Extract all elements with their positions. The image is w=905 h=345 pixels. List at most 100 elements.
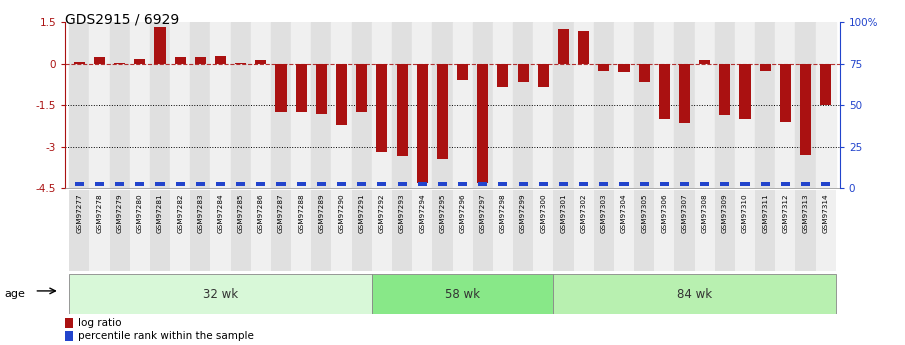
Bar <box>599 182 608 186</box>
Bar <box>69 274 372 314</box>
Bar <box>90 190 110 271</box>
Bar <box>598 64 609 71</box>
Bar <box>215 56 226 64</box>
Text: GSM97282: GSM97282 <box>177 194 183 234</box>
Text: GSM97296: GSM97296 <box>460 194 465 234</box>
Bar <box>150 22 170 188</box>
Bar <box>614 190 634 271</box>
Bar <box>574 22 594 188</box>
Bar <box>110 190 129 271</box>
Text: GSM97314: GSM97314 <box>823 194 829 234</box>
Bar <box>418 182 427 186</box>
Text: GSM97288: GSM97288 <box>298 194 304 234</box>
Bar <box>115 182 124 186</box>
Text: GSM97312: GSM97312 <box>782 194 788 234</box>
Bar <box>296 64 307 112</box>
Bar <box>170 22 190 188</box>
Bar <box>236 182 245 186</box>
Text: GSM97298: GSM97298 <box>500 194 506 234</box>
Bar <box>114 63 125 64</box>
Bar <box>297 182 306 186</box>
Bar <box>821 182 830 186</box>
Bar <box>433 190 452 271</box>
Bar <box>640 182 649 186</box>
Bar <box>251 22 271 188</box>
Bar <box>175 57 186 64</box>
Bar <box>357 64 367 112</box>
Text: GSM97278: GSM97278 <box>97 194 102 234</box>
Bar <box>291 22 311 188</box>
Bar <box>372 190 392 271</box>
Bar <box>457 64 468 80</box>
Bar <box>94 57 105 64</box>
Bar <box>815 190 836 271</box>
Bar <box>619 182 628 186</box>
Text: 32 wk: 32 wk <box>203 288 238 300</box>
Bar <box>397 182 406 186</box>
Bar <box>110 22 129 188</box>
Bar <box>452 190 472 271</box>
Bar <box>75 182 84 186</box>
Bar <box>538 64 548 87</box>
Bar <box>90 22 110 188</box>
Bar <box>129 190 150 271</box>
Bar <box>634 22 654 188</box>
Text: GSM97287: GSM97287 <box>278 194 284 234</box>
Bar <box>674 22 694 188</box>
Text: GSM97300: GSM97300 <box>540 194 547 234</box>
Bar <box>795 22 815 188</box>
Bar <box>654 22 674 188</box>
Bar <box>660 182 669 186</box>
Text: GSM97281: GSM97281 <box>157 194 163 234</box>
Bar <box>372 22 392 188</box>
Text: GSM97307: GSM97307 <box>681 194 688 234</box>
Bar <box>416 64 428 183</box>
Bar <box>331 22 352 188</box>
Bar <box>275 64 287 112</box>
Bar <box>65 331 73 341</box>
Bar <box>715 190 735 271</box>
Bar <box>614 22 634 188</box>
Text: GSM97313: GSM97313 <box>803 194 808 234</box>
Bar <box>578 31 589 64</box>
Bar <box>513 190 533 271</box>
Bar <box>231 22 251 188</box>
Bar <box>433 22 452 188</box>
Bar <box>190 190 210 271</box>
Bar <box>73 62 85 64</box>
Bar <box>780 64 791 122</box>
Bar <box>195 57 205 64</box>
Bar <box>700 60 710 64</box>
Text: GSM97310: GSM97310 <box>742 194 748 234</box>
Bar <box>739 64 750 119</box>
Bar <box>594 22 614 188</box>
Bar <box>679 64 690 123</box>
Bar <box>680 182 689 186</box>
Bar <box>316 64 327 114</box>
Bar <box>553 22 574 188</box>
Bar <box>392 190 412 271</box>
Bar <box>781 182 790 186</box>
Bar <box>396 64 407 156</box>
Bar <box>518 64 529 82</box>
Text: log ratio: log ratio <box>78 318 121 328</box>
Text: GSM97283: GSM97283 <box>197 194 204 234</box>
Bar <box>210 22 231 188</box>
Bar <box>499 182 508 186</box>
Bar <box>437 64 448 159</box>
Bar <box>352 22 372 188</box>
Bar <box>235 63 246 64</box>
Bar <box>255 60 266 64</box>
Bar <box>472 22 493 188</box>
Text: percentile rank within the sample: percentile rank within the sample <box>78 331 253 341</box>
Bar <box>376 64 387 152</box>
Bar <box>438 182 447 186</box>
Bar <box>674 190 694 271</box>
Text: GDS2915 / 6929: GDS2915 / 6929 <box>65 12 179 26</box>
Bar <box>317 182 326 186</box>
Bar <box>176 182 185 186</box>
Text: GSM97308: GSM97308 <box>701 194 708 234</box>
Bar <box>156 182 165 186</box>
Bar <box>392 22 412 188</box>
Bar <box>372 274 553 314</box>
